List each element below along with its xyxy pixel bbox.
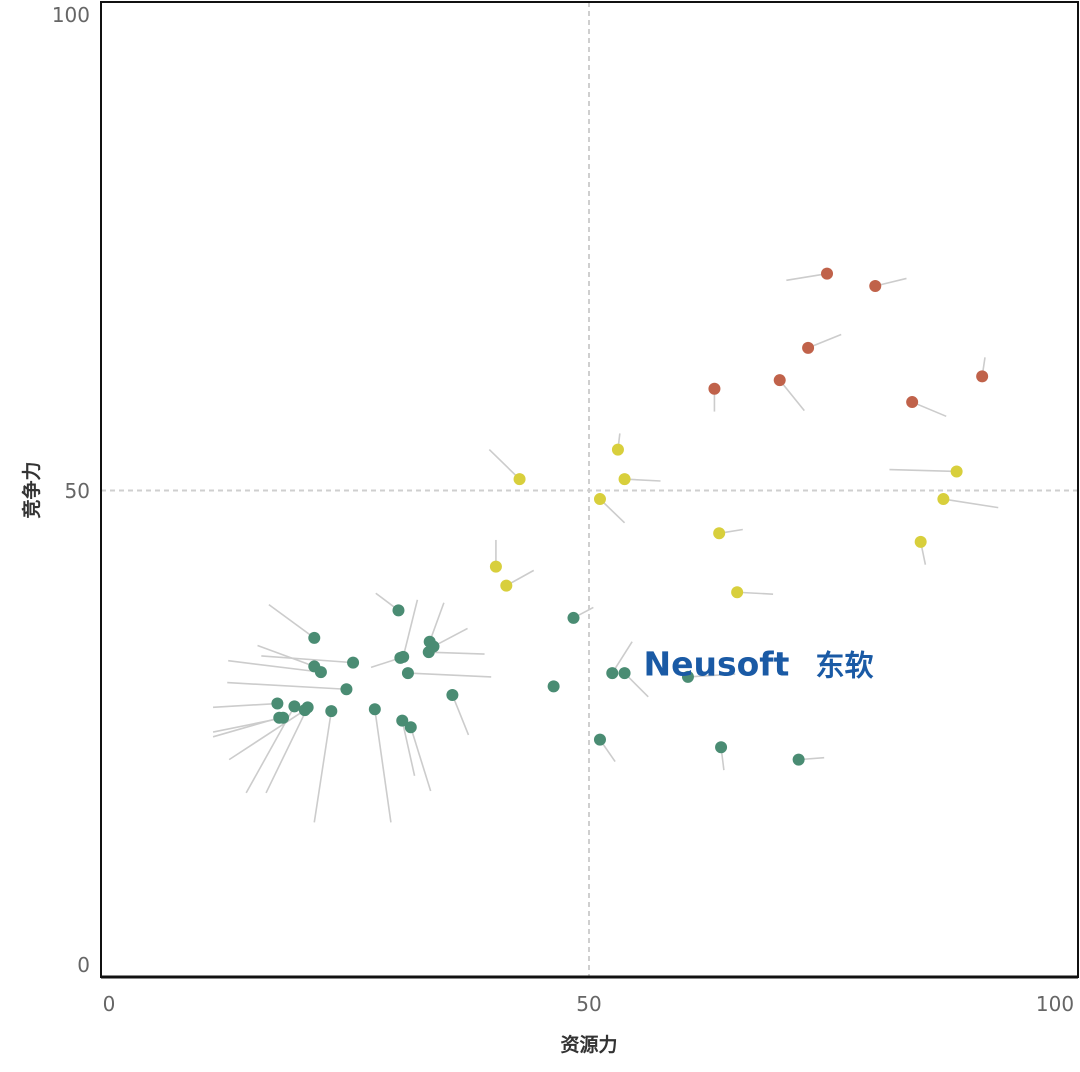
leader-line — [911, 401, 947, 418]
data-point-green — [308, 631, 321, 644]
data-point-green — [422, 646, 435, 659]
data-point-yellow — [513, 473, 526, 486]
data-point-yellow — [593, 493, 606, 506]
data-point-green — [792, 753, 805, 766]
data-point-green — [298, 704, 311, 717]
x-tick-label: 0 — [103, 992, 116, 1016]
data-point-yellow — [713, 527, 726, 540]
leader-line — [257, 644, 315, 668]
data-point-red — [773, 374, 786, 387]
leader-line — [401, 720, 416, 776]
leader-line — [779, 379, 805, 412]
data-point-red — [906, 396, 919, 409]
data-points — [271, 267, 989, 766]
data-point-green — [314, 666, 327, 679]
data-point-green — [394, 651, 407, 664]
leader-line — [428, 602, 445, 642]
data-point-yellow — [937, 493, 950, 506]
brand-logo: Neusoft 东软 — [643, 645, 873, 684]
data-point-red — [869, 280, 882, 293]
data-point-yellow — [731, 586, 744, 599]
data-point-green — [547, 680, 560, 693]
data-point-yellow — [618, 473, 631, 486]
data-point-yellow — [500, 579, 513, 592]
leader-line — [943, 498, 999, 509]
leader-line — [451, 694, 470, 736]
leader-line — [261, 655, 354, 664]
leader-line — [213, 702, 278, 709]
data-point-green — [715, 741, 728, 754]
data-point-green — [392, 604, 405, 617]
y-tick-label: 100 — [52, 3, 90, 27]
leader-line — [488, 449, 521, 480]
leader-line — [402, 599, 419, 658]
y-axis-title: 竞争力 — [20, 461, 43, 518]
data-point-yellow — [611, 443, 624, 456]
leader-lines — [212, 272, 999, 823]
data-point-red — [802, 341, 815, 354]
leader-line — [265, 706, 309, 794]
x-axis-title: 资源力 — [560, 1033, 617, 1056]
data-point-green — [273, 711, 286, 724]
leader-line — [410, 727, 432, 792]
data-point-green — [446, 688, 459, 701]
leader-line — [212, 717, 280, 738]
leader-line — [228, 709, 306, 761]
leader-line — [433, 627, 468, 648]
leader-line — [428, 651, 485, 655]
brand-logo-text-cn: 东软 — [815, 649, 873, 683]
data-point-green — [606, 667, 619, 680]
leader-line — [687, 673, 736, 678]
data-point-yellow — [914, 535, 927, 548]
leader-line — [611, 641, 633, 674]
data-point-green — [368, 703, 381, 716]
data-point-green — [271, 697, 284, 710]
data-point-yellow — [950, 465, 963, 478]
data-point-green — [618, 667, 631, 680]
y-tick-label: 50 — [65, 479, 90, 503]
leader-line — [227, 681, 347, 691]
data-point-red — [708, 382, 721, 395]
data-point-green — [396, 714, 409, 727]
leader-line — [268, 603, 315, 639]
data-point-green — [593, 733, 606, 746]
data-point-red — [821, 267, 834, 280]
data-point-red — [976, 370, 989, 383]
data-point-green — [347, 656, 360, 669]
data-point-green — [404, 721, 417, 734]
brand-logo-text: Neusoft — [643, 645, 789, 684]
data-point-green — [340, 683, 353, 696]
leader-line — [313, 711, 333, 823]
leader-line — [786, 272, 828, 282]
y-tick-label: 0 — [77, 953, 90, 977]
data-point-green — [567, 611, 580, 624]
leader-line — [889, 468, 957, 473]
leader-line — [228, 659, 322, 673]
data-point-green — [288, 700, 301, 713]
leader-line — [374, 709, 392, 823]
data-point-yellow — [489, 560, 502, 573]
leader-line — [407, 672, 492, 678]
x-tick-label: 50 — [576, 992, 601, 1016]
x-tick-label: 100 — [1036, 992, 1074, 1016]
data-point-green — [325, 705, 338, 718]
data-point-green — [681, 670, 694, 683]
data-point-green — [401, 667, 414, 680]
